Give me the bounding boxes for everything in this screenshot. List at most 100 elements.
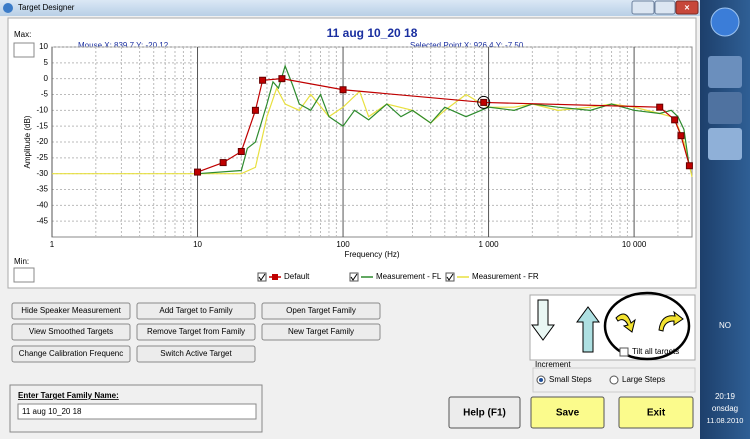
marker[interactable] [480,98,488,106]
button[interactable] [136,323,256,341]
close[interactable] [675,0,699,15]
y-tick-label: -45 [36,216,48,225]
increment-label: Increment [535,360,571,369]
button-label: Add Target to Family [159,306,232,315]
legend-check [258,273,266,281]
min-box[interactable] [13,267,35,283]
y-axis-label: Amplitude (dB) [23,115,32,168]
legend-label: Measurement - FR [472,272,539,281]
down-arrow[interactable] [531,299,555,341]
radio-dot [539,378,543,382]
button[interactable] [11,302,131,320]
button-label: Switch Active Target [160,349,232,358]
button-label: Change Calibration Frequenc [19,349,124,358]
button[interactable] [261,323,381,341]
legend-checkbox[interactable] [445,272,455,282]
button-label: Hide Speaker Measurement [21,306,121,315]
y-tick-label: 0 [44,74,49,83]
y-tick-label: -40 [36,200,48,209]
radio[interactable] [609,375,619,385]
y-tick-label: -5 [41,90,49,99]
legend-checkbox[interactable] [257,272,267,282]
marker[interactable] [219,159,227,167]
y-tick-label: -30 [36,169,48,178]
task-icon[interactable] [708,56,742,88]
mouse-readout: Mouse X: 839,7 Y: -20,12 [78,41,169,50]
marker[interactable] [259,76,267,84]
family-input[interactable] [17,403,257,420]
tilt-down[interactable] [615,313,636,333]
button-label: Remove Target from Family [147,327,245,336]
title-bar [0,0,700,16]
y-tick-label: 10 [39,42,48,51]
clock-day: onsdag [712,404,738,413]
button-label: Open Target Family [286,306,356,315]
x-axis-label: Frequency (Hz) [344,250,399,259]
language: NO [719,321,731,330]
button[interactable] [11,345,131,363]
marker[interactable] [251,106,259,114]
button[interactable] [261,302,381,320]
highlight-circle [603,291,691,361]
marker[interactable] [671,116,679,124]
maximize[interactable] [654,0,676,15]
action-button-label: Exit [647,408,666,419]
increment-group [532,367,696,393]
action-button[interactable] [530,396,605,429]
legend-label: Default [284,272,310,281]
button-label: View Smoothed Targets [29,327,113,336]
marker[interactable] [685,162,693,170]
legend-marker [272,274,278,280]
x-tick-label: 100 [336,240,350,249]
selected-readout: Selected Point X: 926,4 Y: -7,50 [410,41,524,50]
action-button-label: Help (F1) [463,408,506,419]
button[interactable] [136,345,256,363]
marker[interactable] [237,148,245,155]
up-arrow[interactable] [576,306,600,353]
y-tick-label: 5 [44,58,49,67]
legend-check [350,273,358,281]
x-tick-label: 10 000 [622,240,647,249]
action-button[interactable] [618,396,694,429]
button[interactable] [136,302,256,320]
marker[interactable] [278,75,286,83]
min-label: Min: [14,257,29,266]
selected-point [477,95,491,109]
tilt-up[interactable] [658,310,684,332]
window-title: Target Designer [18,3,75,12]
radio-label: Small Steps [549,375,592,384]
button-label: New Target Family [288,327,354,336]
task-icon[interactable] [708,92,742,124]
marker[interactable] [194,168,202,176]
x-tick-label: 10 [193,240,202,249]
button[interactable] [11,323,131,341]
y-tick-label: -10 [36,105,48,114]
chart-title: 11 aug 10_20 18 [327,26,418,40]
minimize[interactable] [631,0,655,15]
tilt-label: Tilt all targets [632,347,679,356]
y-tick-label: -25 [36,153,48,162]
family-label: Enter Target Family Name: [18,391,119,400]
x-tick-label: 1 000 [479,240,500,249]
legend-checkbox[interactable] [349,272,359,282]
close-x: × [684,2,689,12]
tilt-checkbox[interactable] [619,347,629,357]
y-tick-label: -35 [36,185,48,194]
action-button-label: Save [556,408,580,419]
clock-time: 20:19 [715,392,736,401]
legend-label: Measurement - FL [376,272,442,281]
marker[interactable] [677,132,685,140]
app-icon [3,3,13,13]
marker[interactable] [656,103,664,111]
max-label: Max: [14,30,31,39]
action-button[interactable] [448,396,521,429]
max-box[interactable] [13,42,35,58]
marker[interactable] [339,86,347,94]
task-icon[interactable] [708,128,742,160]
x-tick-label: 1 [50,240,55,249]
radio-label: Large Steps [622,375,665,384]
start-button[interactable] [710,7,740,37]
family-value: 11 aug 10_20 18 [22,407,82,416]
y-tick-label: -15 [36,121,48,130]
